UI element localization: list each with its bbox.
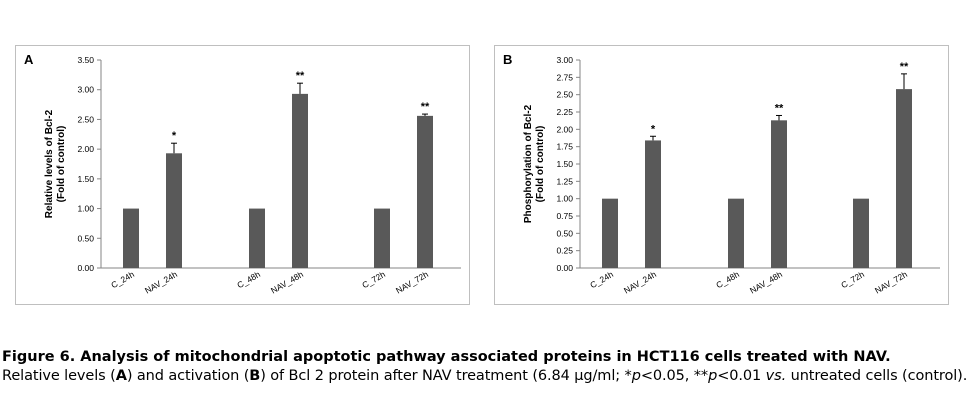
x-tick-label: NAV_48h — [748, 269, 784, 296]
x-tick-label: C_48h — [235, 269, 262, 290]
y-axis-title-line1: Phosphorylation of Bcl-2 — [523, 104, 534, 223]
chart-panel-a: A 0.00 0.50 1.00 1.50 2.00 2.50 3.00 3.50 Relati… — [15, 45, 470, 305]
caption-body-part: p — [708, 368, 718, 384]
y-tick-label: 1.00 — [556, 194, 573, 204]
x-tick-label: NAV_24h — [143, 269, 179, 296]
chart-a-svg: 0.00 0.50 1.00 1.50 2.00 2.50 3.00 3.50 Relative… — [44, 55, 461, 296]
x-tick-label: C_48h — [714, 269, 741, 290]
y-axis-title-line1: Relative levels of Bcl-2 — [44, 109, 55, 218]
bar — [166, 153, 182, 268]
x-tick-label: NAV_48h — [269, 269, 305, 296]
caption-body-part: ) of Bcl 2 protein after NAV treatment (… — [260, 368, 632, 384]
x-tick-label: C_72h — [360, 269, 387, 290]
significance-label: ** — [421, 101, 430, 113]
caption-body-part: Relative levels ( — [2, 368, 116, 384]
y-tick-label: 2.75 — [556, 72, 573, 82]
y-tick-label: 2.50 — [556, 90, 573, 100]
significance-label: * — [651, 123, 656, 135]
y-tick-label: 2.25 — [556, 107, 573, 117]
x-tick-label: C_72h — [839, 269, 866, 290]
bar — [374, 208, 390, 268]
significance-label: * — [172, 130, 177, 142]
y-tick-label: 1.75 — [556, 142, 573, 152]
chart-b-svg: 0.00 0.25 0.50 0.75 1.00 1.25 1.50 1.75 2.00 2.25… — [523, 55, 940, 296]
panel-label-b: B — [503, 52, 513, 67]
bar — [602, 198, 618, 268]
y-tick-label: 0.75 — [556, 211, 573, 221]
y-axis-title-line2: (Fold of control) — [56, 126, 67, 203]
y-tick-label: 1.50 — [77, 174, 94, 184]
bar — [292, 93, 308, 268]
y-tick-label: 3.00 — [77, 85, 94, 95]
y-tick-label: 2.00 — [556, 124, 573, 134]
figure-caption: Figure 6. Analysis of mitochondrial apop… — [2, 348, 972, 386]
caption-body-part: p — [631, 368, 641, 384]
caption-body-part: B — [249, 368, 261, 384]
y-tick-label: 0.00 — [556, 263, 573, 273]
panel-label-a: A — [24, 52, 34, 67]
bar — [896, 89, 912, 268]
bar — [728, 198, 744, 268]
y-tick-label: 0.50 — [77, 233, 94, 243]
bar — [771, 120, 787, 268]
bar — [417, 115, 433, 268]
y-tick-label: 0.00 — [77, 263, 94, 273]
y-tick-label: 3.00 — [556, 55, 573, 65]
caption-body-part: untreated cells (control). — [786, 368, 968, 384]
caption-body-part: <0.01 — [717, 368, 766, 384]
bar — [249, 208, 265, 268]
caption-body-part: vs. — [765, 368, 787, 384]
y-tick-label: 2.50 — [77, 114, 94, 124]
caption-body-part: <0.05, ** — [640, 368, 709, 384]
caption-body-part: ) and activation ( — [126, 368, 250, 384]
bar — [853, 198, 869, 268]
significance-label: ** — [296, 70, 305, 82]
caption-title: Figure 6. Analysis of mitochondrial apop… — [2, 349, 891, 365]
significance-label: ** — [775, 102, 784, 114]
caption-body: Relative levels (A) and activation (B) o… — [2, 367, 972, 386]
bar — [645, 140, 661, 268]
bar — [123, 208, 139, 268]
y-tick-label: 2.00 — [77, 144, 94, 154]
significance-label: ** — [900, 61, 909, 73]
y-tick-label: 3.50 — [77, 55, 94, 65]
x-tick-label: C_24h — [109, 269, 136, 290]
x-tick-label: NAV_24h — [622, 269, 658, 296]
x-tick-label: C_24h — [588, 269, 615, 290]
y-tick-label: 0.25 — [556, 246, 573, 256]
y-tick-label: 1.50 — [556, 159, 573, 169]
y-tick-label: 1.00 — [77, 204, 94, 214]
y-axis-title-line2: (Fold of control) — [535, 126, 546, 203]
x-tick-label: NAV_72h — [394, 269, 430, 296]
caption-body-part: A — [115, 368, 127, 384]
x-tick-label: NAV_72h — [873, 269, 909, 296]
y-tick-label: 1.25 — [556, 176, 573, 186]
y-tick-label: 0.50 — [556, 228, 573, 238]
chart-panel-b: B 0.00 0.25 0.50 0.75 1.00 1.25 1.50 1.75 2.00 2.… — [494, 45, 949, 305]
